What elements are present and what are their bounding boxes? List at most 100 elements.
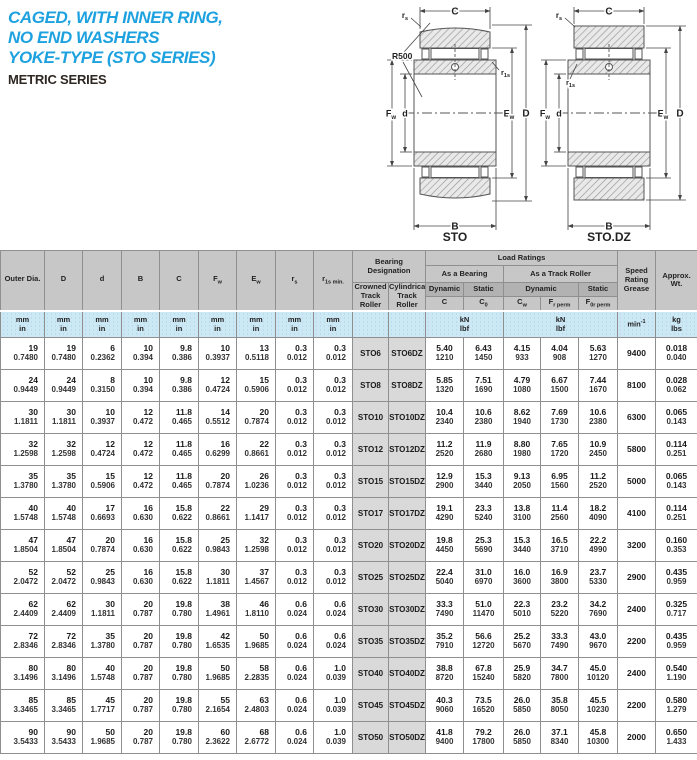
cell-load: 16.5 3710 <box>540 528 579 562</box>
cell-dim: 52 2.0472 <box>0 560 45 594</box>
cell-dim: 1.0 0.039 <box>313 720 353 754</box>
dim-label-d-bore: d <box>402 109 408 119</box>
dimension-lines <box>541 7 686 230</box>
cell-wt: 0.065 0.143 <box>655 400 697 434</box>
dim-label-b: B <box>605 222 612 233</box>
cell-load: 43.0 9670 <box>578 624 618 658</box>
cell-wt: 0.114 0.251 <box>655 432 697 466</box>
header-cylindrical-track-roller: Cylindrical Track Roller <box>388 282 426 311</box>
cell-dim: 0.3 0.012 <box>313 496 353 530</box>
unit-empty <box>352 309 389 338</box>
cell-dim: 10 0.394 <box>121 368 160 402</box>
cell-dim: 0.3 0.012 <box>275 432 314 466</box>
cell-speed: 4100 <box>617 496 656 530</box>
cell-dim: 0.3 0.012 <box>313 368 353 402</box>
unit-kn-lbf: kN lbf <box>425 309 504 338</box>
sto-bearing-diagram: C B D Ew Fw d rs R500 r1s STO <box>384 5 532 244</box>
cell-load: 45.5 10230 <box>578 688 618 722</box>
cell-load: 9.13 2050 <box>503 464 541 498</box>
cell-dim: 42 1.6535 <box>198 624 237 658</box>
cell-dim: 50 1.9685 <box>198 656 237 690</box>
cell-load: 10.9 2450 <box>578 432 618 466</box>
dim-label-d-outer: D <box>522 109 529 120</box>
cell-des: STO35 <box>352 624 389 658</box>
cell-des: STO20 <box>352 528 389 562</box>
page-subtitle: METRIC SERIES <box>8 72 107 88</box>
cell-des: STO15DZ <box>388 464 426 498</box>
cell-dim: 19.8 0.780 <box>159 656 199 690</box>
cell-load: 12.9 2900 <box>425 464 464 498</box>
cell-wt: 0.650 1.433 <box>655 720 697 754</box>
cell-dim: 20 0.787 <box>121 688 160 722</box>
table-row: 30 1.1811 30 1.1811 10 0.3937 12 0.472 11.8 0.465… <box>0 400 697 434</box>
cell-dim: 24 0.9449 <box>0 368 45 402</box>
cell-dim: 52 2.0472 <box>44 560 83 594</box>
cell-load: 16.0 3600 <box>503 560 541 594</box>
page-title-line-1: CAGED, WITH INNER RING, <box>8 8 223 27</box>
cell-speed: 2200 <box>617 688 656 722</box>
cell-dim: 15 0.5906 <box>236 368 276 402</box>
cell-load: 25.3 5690 <box>463 528 504 562</box>
cell-load: 22.4 5040 <box>425 560 464 594</box>
header-crowned-track-roller: Crowned Track Roller <box>352 282 389 311</box>
table-row: 80 3.1496 80 3.1496 40 1.5748 20 0.787 19.8 0.780… <box>0 656 697 690</box>
cell-dim: 10 0.3937 <box>82 400 122 434</box>
table-row: 62 2.4409 62 2.4409 30 1.1811 20 0.787 19.8 0.780… <box>0 592 697 626</box>
cell-dim: 12 0.472 <box>121 400 160 434</box>
cell-dim: 9.8 0.386 <box>159 368 199 402</box>
cell-wt: 0.065 0.143 <box>655 464 697 498</box>
cell-dim: 11.8 0.465 <box>159 400 199 434</box>
cell-dim: 80 3.1496 <box>0 656 45 690</box>
header-bearing-designation: Bearing Designation <box>352 250 426 283</box>
cell-load: 34.7 7800 <box>540 656 579 690</box>
table-row: 35 1.3780 35 1.3780 15 0.5906 12 0.472 11.8 0.465… <box>0 464 697 498</box>
cell-load: 22.2 4990 <box>578 528 618 562</box>
header-approx-wt: Approx. Wt. <box>655 250 697 311</box>
cell-load: 10.6 2380 <box>578 400 618 434</box>
cell-load: 25.9 5820 <box>503 656 541 690</box>
cell-load: 16.9 3800 <box>540 560 579 594</box>
dim-label-fw: Fw <box>540 109 551 122</box>
cell-load: 13.8 3100 <box>503 496 541 530</box>
cell-dim: 15.8 0.622 <box>159 496 199 530</box>
cell-dim: 20 0.7874 <box>198 464 237 498</box>
col-header-Ew: Ew <box>236 250 276 311</box>
cell-load: 4.79 1080 <box>503 368 541 402</box>
table-row: 85 3.3465 85 3.3465 45 1.7717 20 0.787 19.8 0.780… <box>0 688 697 722</box>
cell-des: STO8 <box>352 368 389 402</box>
cell-des: STO45 <box>352 688 389 722</box>
cell-load: 11.2 2520 <box>578 464 618 498</box>
dim-label-r500: R500 <box>392 51 413 61</box>
header-as-a-track-roller: As a Track Roller <box>503 265 618 283</box>
table-header: Outer Dia. D d B C Fw Ew rs r1s min. Bea… <box>0 250 697 338</box>
cell-des: STO50DZ <box>388 720 426 754</box>
cell-dim: 0.6 0.024 <box>313 592 353 626</box>
col-header-r1s-min: r1s min. <box>313 250 353 311</box>
cell-dim: 0.3 0.012 <box>313 432 353 466</box>
cell-load: 18.2 4090 <box>578 496 618 530</box>
cell-speed: 5000 <box>617 464 656 498</box>
cell-load: 33.3 7490 <box>540 624 579 658</box>
cell-speed: 9400 <box>617 336 656 370</box>
cell-load: 26.0 5850 <box>503 720 541 754</box>
cell-load: 10.4 2340 <box>425 400 464 434</box>
cell-dim: 8 0.3150 <box>82 368 122 402</box>
cell-load: 11.4 2560 <box>540 496 579 530</box>
cell-dim: 0.6 0.024 <box>275 592 314 626</box>
unit-mm-in: mm in <box>275 309 314 338</box>
cell-dim: 35 1.3780 <box>82 624 122 658</box>
cell-dim: 40 1.5748 <box>0 496 45 530</box>
cell-dim: 19 0.7480 <box>44 336 83 370</box>
cell-load: 23.3 5240 <box>463 496 504 530</box>
cell-load: 11.9 2680 <box>463 432 504 466</box>
cell-dim: 19 0.7480 <box>0 336 45 370</box>
dim-label-c: C <box>605 7 612 18</box>
cell-load: 26.0 5850 <box>503 688 541 722</box>
sto-dz-bearing-diagram: C B D Ew Fw d rs r1s STO.DZ <box>538 5 686 244</box>
cell-dim: 20 0.787 <box>121 624 160 658</box>
cell-load: 41.8 9400 <box>425 720 464 754</box>
cell-load: 7.69 1730 <box>540 400 579 434</box>
cell-wt: 0.325 0.717 <box>655 592 697 626</box>
cell-dim: 17 0.6693 <box>82 496 122 530</box>
dim-label-ew: Ew <box>504 109 515 122</box>
